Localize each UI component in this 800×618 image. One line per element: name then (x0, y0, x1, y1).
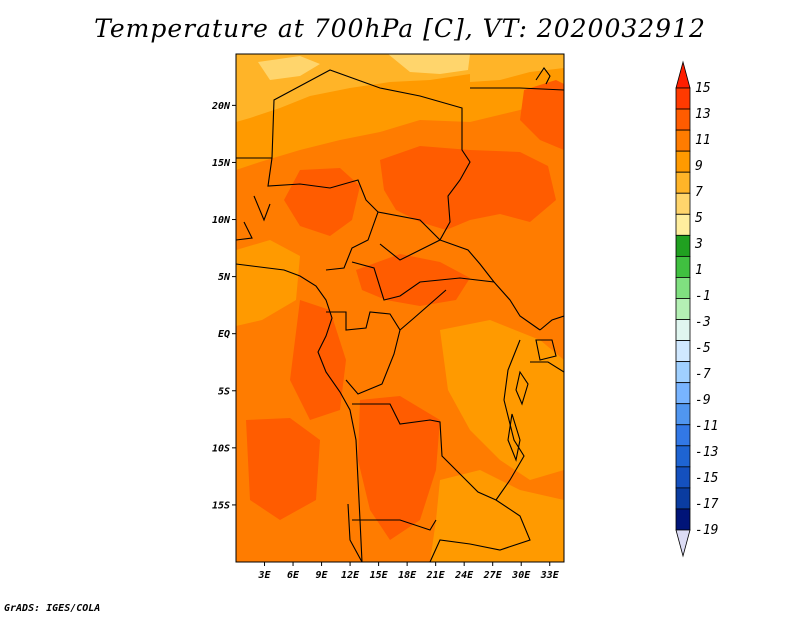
colorbar-swatch (675, 424, 691, 447)
field-hotspot-7 (520, 80, 564, 150)
y-tick-label: 5S (218, 386, 230, 397)
colorbar-swatch (675, 445, 691, 468)
colorbar-label: 7 (695, 185, 703, 200)
border-10 (530, 315, 564, 373)
colorbar-label: 1 (695, 263, 703, 278)
colorbar-label: -19 (695, 523, 718, 538)
x-tick-label: 21E (426, 570, 446, 581)
colorbar-swatch (675, 487, 691, 510)
border-12 (470, 87, 564, 91)
colorbar-label: 11 (695, 133, 711, 148)
colorbar-swatch (675, 150, 691, 173)
x-tick-label: 6E (287, 570, 300, 581)
plot-frame (235, 53, 565, 563)
border-7 (352, 403, 531, 562)
lake-3 (535, 339, 557, 361)
lake-2 (507, 413, 521, 462)
field-east-10 (440, 320, 564, 480)
y-tick-label: 15N (212, 158, 231, 169)
colorbar: 15 13 11 9 7 5 3 1 -1 -3 -5 -7 -9 -11 -13 -15 -17 -19 (675, 60, 719, 558)
colorbar-swatch (675, 403, 691, 426)
border-6 (399, 289, 447, 331)
y-tick-label: 20N (211, 101, 231, 112)
x-axis: 3E 6E 9E 12E 15E 18E 21E 24E 27E 30E 33E (257, 562, 560, 581)
field-hotspot-3 (356, 254, 470, 306)
temperature-map (236, 54, 564, 562)
field-north-7b (470, 54, 564, 82)
colorbar-label: 5 (695, 211, 703, 226)
colorbar-swatch (675, 108, 691, 131)
border-5 (326, 311, 401, 395)
colorbar-label: 9 (695, 159, 703, 174)
x-tick-label: 18E (398, 570, 417, 581)
colorbar-label: -15 (695, 471, 719, 486)
x-tick-label: 33E (540, 570, 560, 581)
field-hotspot-1 (380, 146, 556, 230)
x-tick-label: 27E (483, 570, 503, 581)
y-tick-label: 10S (212, 443, 230, 454)
y-tick-label: EQ (218, 329, 230, 340)
colorbar-label: -17 (695, 497, 719, 512)
x-tick-label: 3E (257, 570, 271, 581)
colorbar-swatch (675, 87, 691, 110)
colorbar-bottom-arrow (675, 529, 691, 558)
x-tick-label: 12E (341, 570, 360, 581)
colorbar-swatch (675, 277, 691, 299)
lake-1 (515, 370, 529, 406)
colorbar-swatch (675, 466, 691, 489)
field-hotspot-4 (290, 300, 346, 420)
colorbar-label: -1 (695, 289, 711, 304)
colorbar-swatch (675, 234, 691, 257)
x-tick-label: 9E (316, 570, 329, 581)
colorbar-swatch (675, 255, 691, 278)
field-west-10 (236, 240, 300, 326)
colorbar-label: -11 (695, 419, 718, 434)
border-4 (351, 261, 541, 331)
west-coast (236, 263, 363, 562)
x-tick-label: 24E (454, 570, 474, 581)
border-11 (236, 195, 271, 241)
colorbar-swatch (675, 171, 691, 194)
borders (236, 67, 564, 562)
footer-credit: GrADS: IGES/COLA (4, 603, 101, 614)
chart-title: Temperature at 700hPa [C], VT: 202003291… (94, 14, 706, 43)
colorbar-top-arrow (675, 60, 691, 89)
colorbar-swatch (675, 382, 691, 405)
red-sea-coast (535, 67, 551, 85)
colorbar-swatch (675, 361, 691, 384)
border-2 (267, 157, 379, 271)
colorbar-label: 3 (694, 237, 703, 252)
field-south-10 (430, 470, 564, 562)
colorbar-label: -5 (695, 341, 711, 356)
field-north-5 (388, 54, 470, 74)
colorbar-swatch (675, 298, 691, 320)
colorbar-label: -13 (695, 445, 718, 460)
y-tick-label: 5N (218, 272, 231, 283)
field-north-5b (258, 56, 320, 80)
y-tick-label: 15S (212, 500, 230, 511)
border-9 (495, 339, 525, 501)
colorbar-label: -9 (695, 393, 711, 408)
colorbar-label: 15 (695, 81, 711, 96)
colorbar-swatch (675, 129, 691, 152)
colorbar-swatch (675, 340, 691, 363)
border-3 (377, 211, 441, 261)
colorbar-swatch (675, 213, 691, 236)
colorbar-label: -7 (695, 367, 711, 382)
y-axis: 20N 15N 10N 5N EQ 5S 10S 15S (211, 101, 236, 511)
colorbar-swatch (675, 319, 691, 341)
colorbar-label: 13 (695, 107, 711, 122)
x-tick-label: 15E (370, 570, 389, 581)
border-1 (236, 69, 495, 283)
colorbar-label: -3 (695, 315, 711, 330)
field-hotspot-5 (358, 396, 440, 540)
y-tick-label: 10N (212, 215, 231, 226)
colorbar-swatch (675, 192, 691, 215)
border-8 (347, 503, 437, 562)
colorbar-swatch (675, 508, 691, 531)
x-tick-label: 30E (511, 570, 531, 581)
field-hotspot-6 (246, 418, 320, 520)
